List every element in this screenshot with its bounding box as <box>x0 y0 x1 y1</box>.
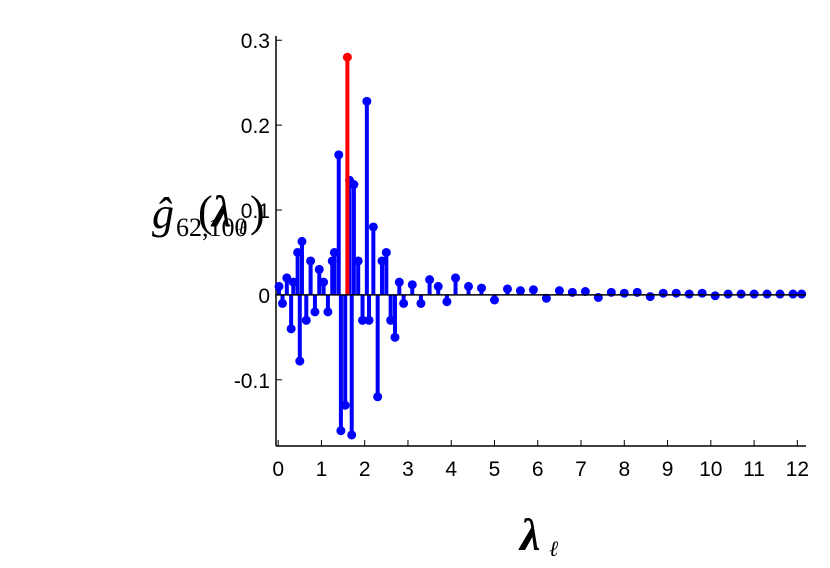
stem-marker <box>349 180 359 190</box>
y-tick-label: 0.3 <box>241 30 270 53</box>
stem-marker <box>310 307 320 317</box>
stem-marker <box>329 247 339 257</box>
stem-marker <box>390 332 400 342</box>
stem-marker <box>288 277 298 287</box>
ylabel-argsub: ℓ <box>238 217 247 239</box>
x-tick-label: 0 <box>272 458 284 481</box>
stem-marker <box>274 281 284 291</box>
stem-marker <box>293 247 303 257</box>
ylabel-base: ĝ <box>152 189 174 238</box>
stem-marker <box>464 281 474 291</box>
stem-marker <box>286 324 296 334</box>
stem-marker <box>554 286 564 296</box>
stem-marker <box>749 289 759 299</box>
stem-marker <box>797 289 807 299</box>
y-axis-label: ĝ 62,100 ( λ ℓ ) <box>152 187 265 242</box>
stem-marker <box>353 256 363 266</box>
stem-marker <box>645 292 655 302</box>
stem-marker <box>515 286 525 296</box>
y-tick-label: 0 <box>258 285 270 308</box>
stem-marker <box>528 285 538 295</box>
stem-marker <box>282 273 292 283</box>
stem-marker <box>306 256 316 266</box>
x-tick-label: 11 <box>743 458 765 481</box>
stem-marker <box>710 291 720 301</box>
stem-marker <box>684 289 694 299</box>
stem-marker <box>336 426 346 436</box>
stem-marker <box>697 288 707 298</box>
y-tick-label: 0.1 <box>241 200 270 223</box>
stem-marker <box>580 287 590 297</box>
stem-marker <box>297 236 307 246</box>
stem-marker <box>736 289 746 299</box>
stem-marker <box>373 392 383 402</box>
ylabel-open: ( <box>198 187 213 236</box>
stem-marker <box>658 288 668 298</box>
x-tick-label: 2 <box>359 458 371 481</box>
stem-marker <box>364 315 374 325</box>
x-tick-label: 8 <box>618 458 630 481</box>
y-tick-label: 0.2 <box>241 115 270 138</box>
stem-marker <box>342 52 352 62</box>
stem-marker <box>407 280 417 290</box>
x-tick-label: 3 <box>402 458 414 481</box>
stem-marker <box>386 315 396 325</box>
stem-marker <box>477 283 487 293</box>
x-tick-label: 10 <box>699 458 722 481</box>
stem-marker <box>319 277 329 287</box>
stem-marker <box>301 315 311 325</box>
x-tick-label: 5 <box>489 458 501 481</box>
stem-marker <box>399 298 409 308</box>
stem-marker <box>502 284 512 294</box>
stem-marker <box>314 264 324 274</box>
stem-marker <box>416 298 426 308</box>
stem-marker <box>671 288 681 298</box>
xlabel-base: λ <box>518 509 540 560</box>
stem-marker <box>295 356 305 366</box>
ylabel-close: ) <box>250 187 265 236</box>
stem-marker <box>775 289 785 299</box>
xlabel-sub: ℓ <box>549 536 559 561</box>
stem-marker <box>425 275 435 285</box>
stem-marker <box>377 256 387 266</box>
x-tick-label: 7 <box>575 458 587 481</box>
stem-marker <box>362 96 372 106</box>
stem-marker <box>442 297 452 307</box>
x-tick-label: 9 <box>662 458 674 481</box>
stem-marker <box>451 273 461 283</box>
stem-marker <box>368 222 378 232</box>
stem-marker <box>489 295 499 305</box>
x-tick-label: 4 <box>445 458 457 481</box>
stem-marker <box>381 247 391 257</box>
stem-marker <box>358 315 368 325</box>
x-axis-label: λ ℓ <box>518 509 559 561</box>
x-tick-label: 12 <box>786 458 809 481</box>
x-tick-label: 1 <box>316 458 328 481</box>
y-tick-label: -0.1 <box>234 370 270 393</box>
stem-marker <box>433 281 443 291</box>
stem-marker <box>394 277 404 287</box>
stem-marker <box>340 400 350 410</box>
stem-marker <box>347 430 357 440</box>
ylabel-sub: 62,100 <box>176 213 248 242</box>
ylabel-arg: λ <box>210 187 232 236</box>
stem-marker <box>788 289 798 299</box>
stem-marker <box>541 293 551 303</box>
stem-marker <box>723 289 733 299</box>
stem-marker <box>762 289 772 299</box>
stem-marker <box>619 288 629 298</box>
stem-marker <box>334 150 344 160</box>
stem-marker <box>277 298 287 308</box>
x-tick-label: 6 <box>532 458 544 481</box>
stem-marker <box>323 307 333 317</box>
